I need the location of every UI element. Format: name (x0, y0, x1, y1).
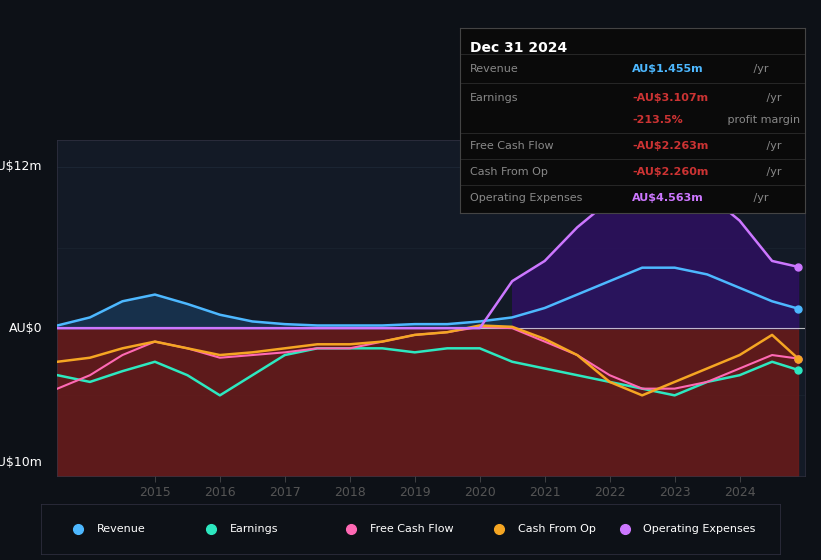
Text: Revenue: Revenue (97, 524, 145, 534)
Text: AU$4.563m: AU$4.563m (632, 193, 704, 203)
Text: profit margin: profit margin (724, 115, 800, 125)
Text: AU$12m: AU$12m (0, 160, 43, 174)
Text: Cash From Op: Cash From Op (470, 167, 548, 177)
Text: /yr: /yr (750, 64, 768, 74)
Text: -AU$10m: -AU$10m (0, 456, 43, 469)
Text: Earnings: Earnings (470, 93, 519, 103)
Text: /yr: /yr (750, 193, 768, 203)
Text: Free Cash Flow: Free Cash Flow (370, 524, 453, 534)
Text: -AU$2.263m: -AU$2.263m (632, 141, 709, 151)
Text: -AU$3.107m: -AU$3.107m (632, 93, 709, 103)
Text: /yr: /yr (764, 93, 782, 103)
Text: AU$0: AU$0 (9, 321, 43, 335)
Text: /yr: /yr (764, 167, 782, 177)
Text: Free Cash Flow: Free Cash Flow (470, 141, 553, 151)
Text: Operating Expenses: Operating Expenses (644, 524, 755, 534)
Text: Dec 31 2024: Dec 31 2024 (470, 41, 567, 55)
Text: -AU$2.260m: -AU$2.260m (632, 167, 709, 177)
Text: -213.5%: -213.5% (632, 115, 683, 125)
Text: Earnings: Earnings (230, 524, 278, 534)
Text: AU$1.455m: AU$1.455m (632, 64, 704, 74)
Text: Operating Expenses: Operating Expenses (470, 193, 582, 203)
Text: /yr: /yr (764, 141, 782, 151)
Text: Revenue: Revenue (470, 64, 519, 74)
Text: Cash From Op: Cash From Op (518, 524, 595, 534)
